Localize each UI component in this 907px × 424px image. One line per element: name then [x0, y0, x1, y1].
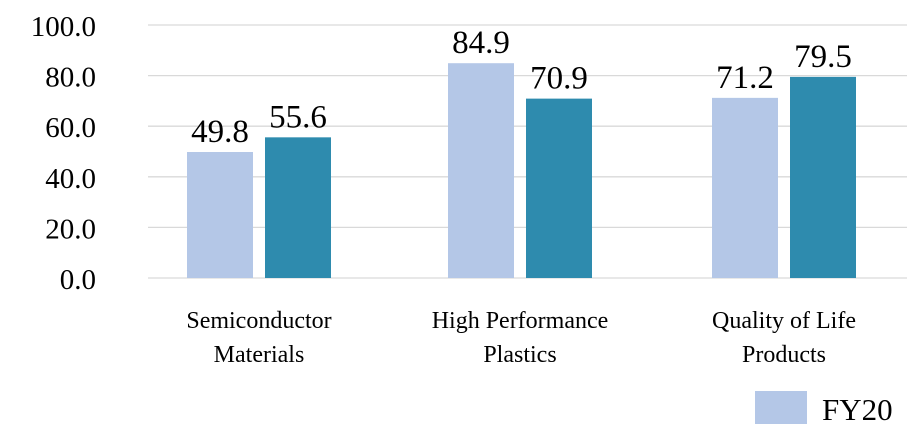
data-label: 70.9 — [530, 61, 588, 97]
data-label: 84.9 — [452, 25, 510, 61]
x-axis: Semiconductor Materials High Performance Pl… — [186, 308, 856, 368]
x-tick-label: High Performance Plastics — [432, 308, 609, 368]
data-label: 55.6 — [269, 99, 327, 135]
x-tick-label: Quality of Life Products — [712, 308, 856, 368]
x-tick-label: Semiconductor Materials — [186, 308, 331, 368]
data-labels: 49.8 55.6 84.9 70.9 71.2 79.5 — [191, 25, 852, 150]
y-tick-label: 100.0 — [31, 11, 96, 43]
bar-series-1 — [187, 152, 253, 278]
bars — [187, 63, 856, 279]
y-tick-label: 20.0 — [45, 213, 96, 245]
y-tick-label: 0.0 — [60, 264, 96, 296]
legend-label: FY20 — [822, 392, 893, 424]
bar-series-2 — [265, 137, 331, 278]
bar-series-1 — [448, 63, 514, 278]
data-label: 79.5 — [794, 39, 852, 75]
bar-series-2 — [790, 76, 856, 279]
bar-series-2 — [526, 98, 592, 278]
y-tick-label: 80.0 — [45, 62, 96, 94]
legend: FY20 — [755, 391, 893, 424]
y-tick-label: 40.0 — [45, 163, 96, 195]
legend-swatch — [755, 391, 807, 424]
bar-series-1 — [712, 97, 778, 278]
data-label: 71.2 — [716, 60, 774, 96]
y-tick-label: 60.0 — [45, 112, 96, 144]
data-label: 49.8 — [191, 114, 249, 150]
y-axis: 0.0 20.0 40.0 60.0 80.0 100.0 — [31, 11, 96, 296]
